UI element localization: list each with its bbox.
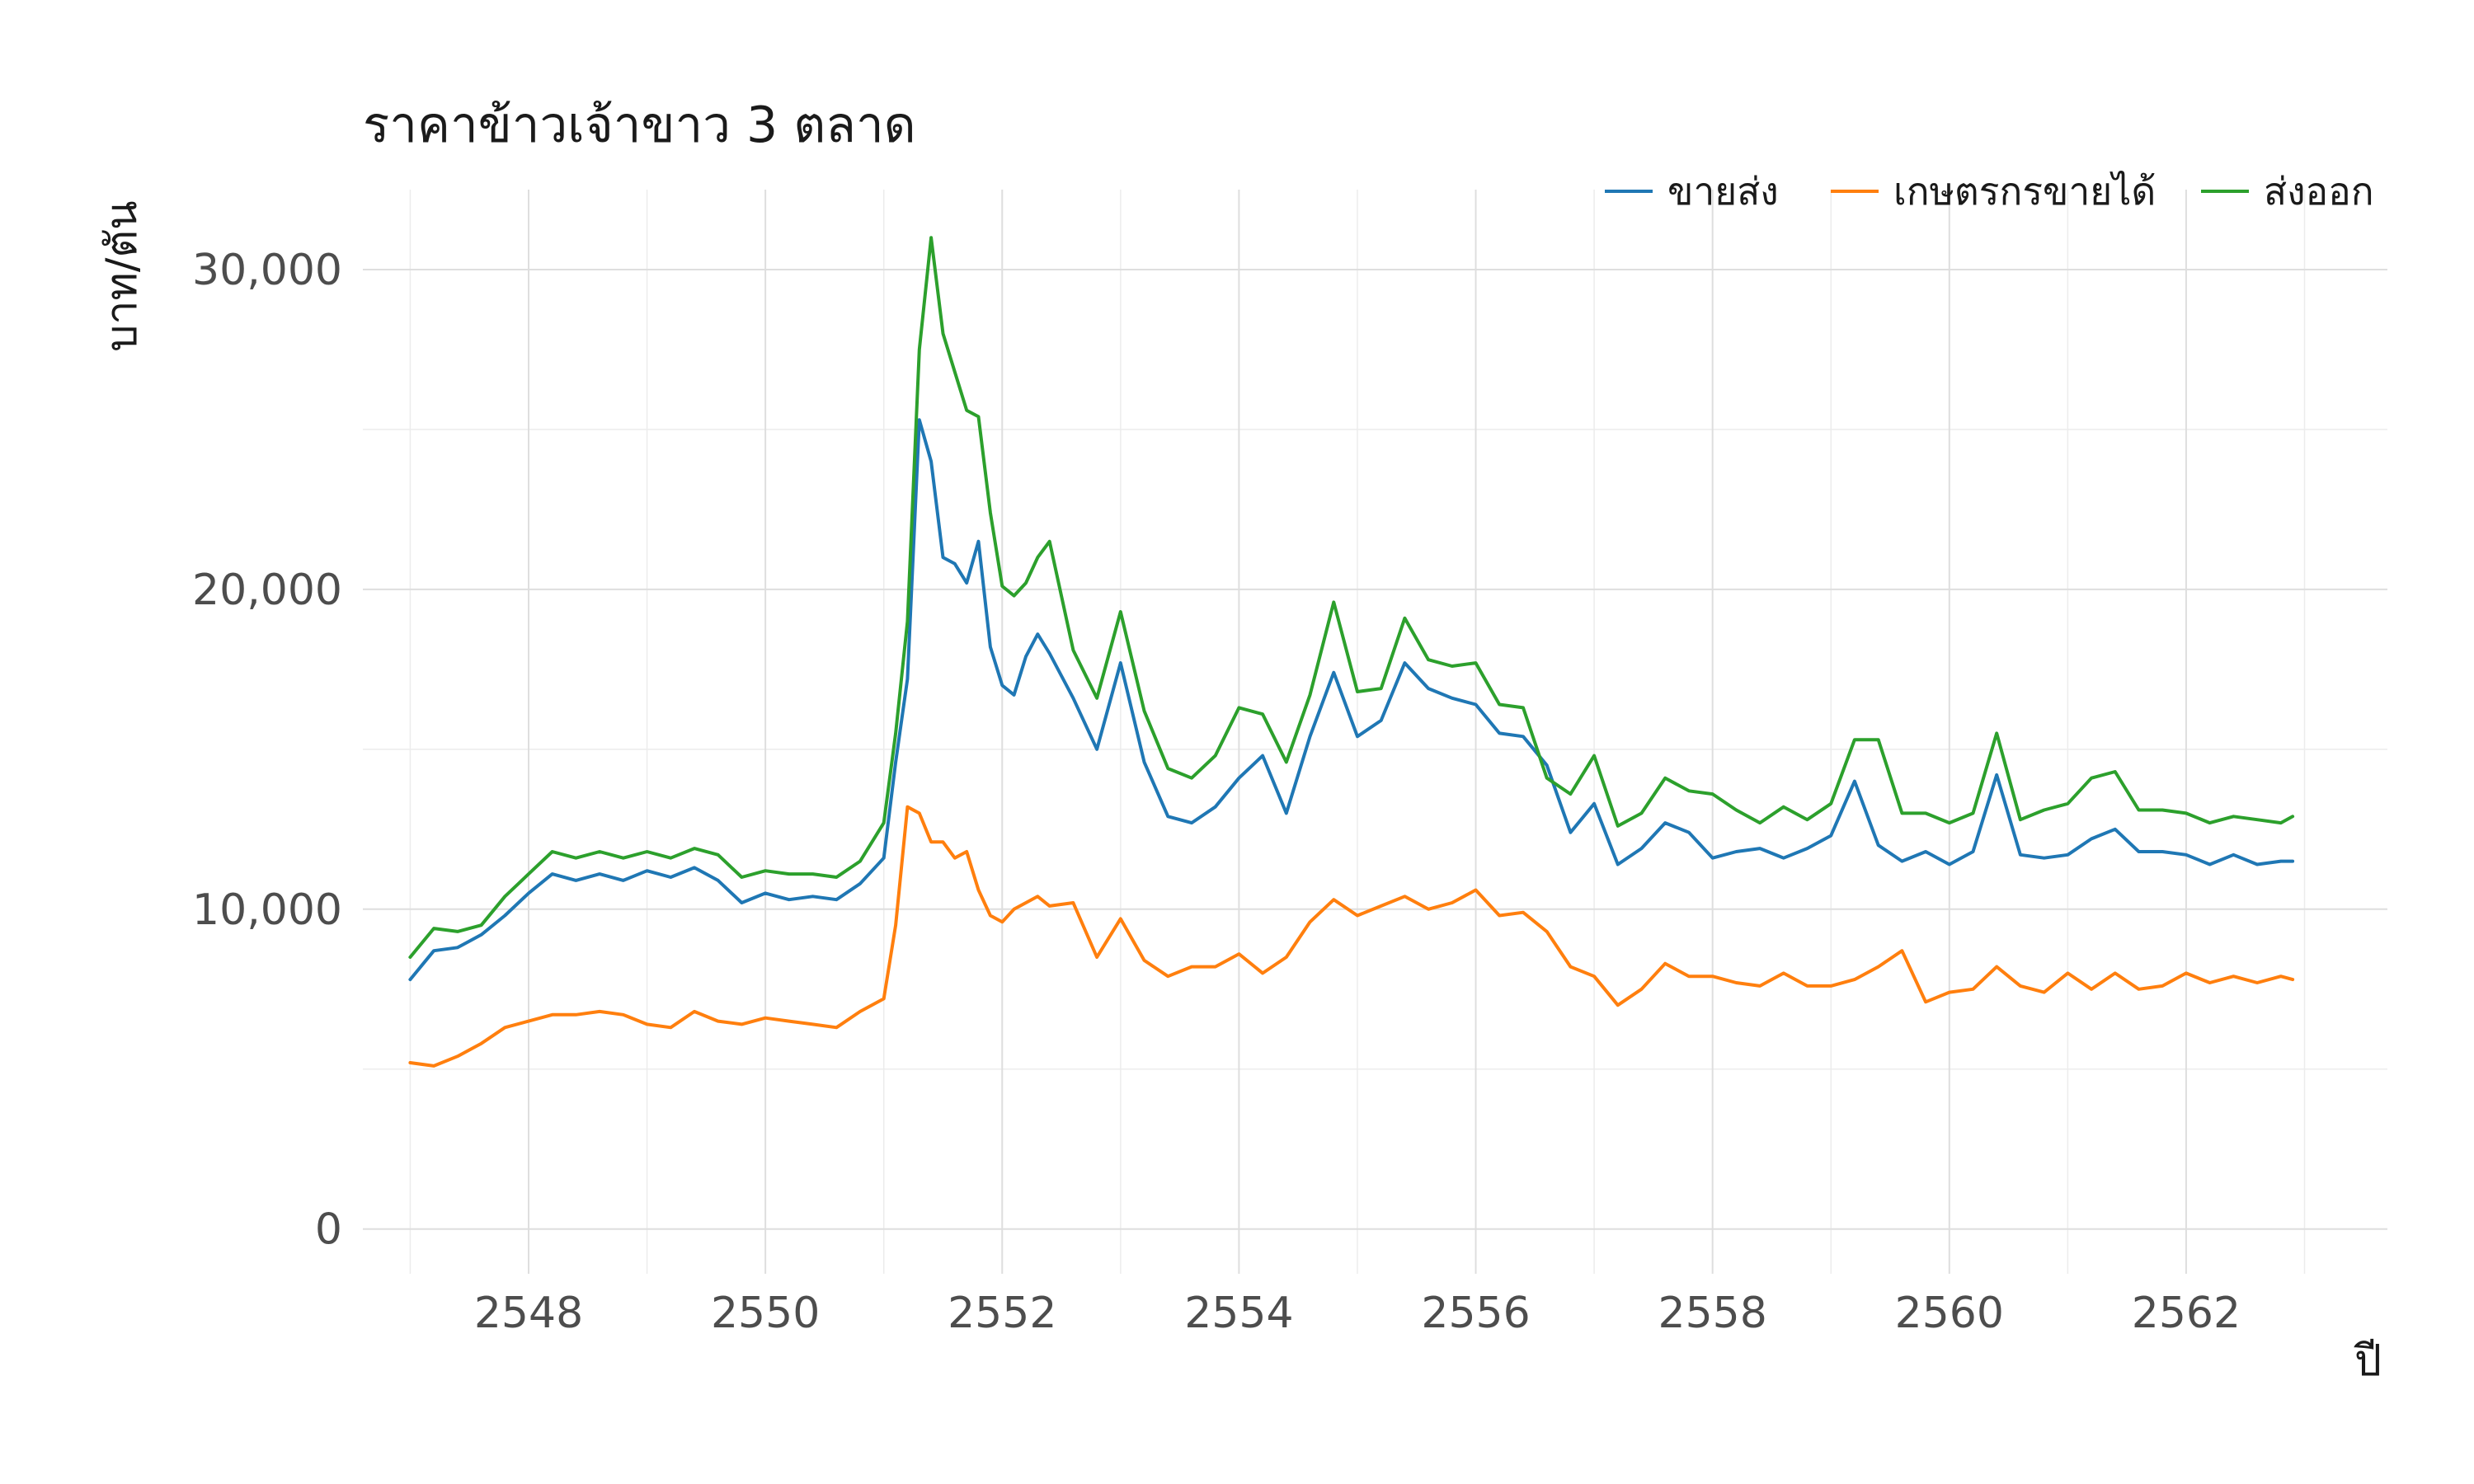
legend: ขายส่ง เกษตรกรขายได้ ส่งออก (1605, 169, 2374, 214)
y-tick-label: 30,000 (192, 246, 342, 295)
legend-label-3: ส่งออก (2264, 169, 2374, 214)
x-axis-title: ปี (2354, 1336, 2382, 1386)
series-line-1 (408, 418, 2295, 982)
x-tick-label: 2550 (711, 1289, 820, 1338)
x-tick-label: 2554 (1184, 1289, 1293, 1338)
series-line-3 (408, 236, 2295, 959)
gridlines (363, 190, 2387, 1274)
x-tick-label: 2556 (1421, 1289, 1530, 1338)
x-tick-label: 2560 (1895, 1289, 2004, 1338)
legend-label-1: ขายส่ง (1667, 169, 1779, 214)
y-axis-tick-labels: 0 10,000 20,000 30,000 (192, 246, 342, 1255)
series-lines (408, 236, 2295, 1068)
x-tick-label: 2558 (1658, 1289, 1766, 1338)
y-axis-title: บาท/ตัน (97, 200, 147, 351)
y-tick-label: 10,000 (192, 885, 342, 935)
y-tick-label: 0 (315, 1205, 342, 1255)
series-line-2 (408, 805, 2295, 1068)
x-tick-label: 2562 (2132, 1289, 2241, 1338)
x-tick-label: 2548 (474, 1289, 583, 1338)
legend-label-2: เกษตรกรขายได้ (1893, 169, 2156, 214)
x-tick-label: 2552 (948, 1289, 1056, 1338)
y-tick-label: 20,000 (192, 566, 342, 615)
x-axis-tick-labels: 2548 2550 2552 2554 2556 2558 2560 2562 (474, 1289, 2241, 1338)
chart-title: ราคาข้าวเจ้าขาว 3 ตลาด (363, 96, 916, 154)
